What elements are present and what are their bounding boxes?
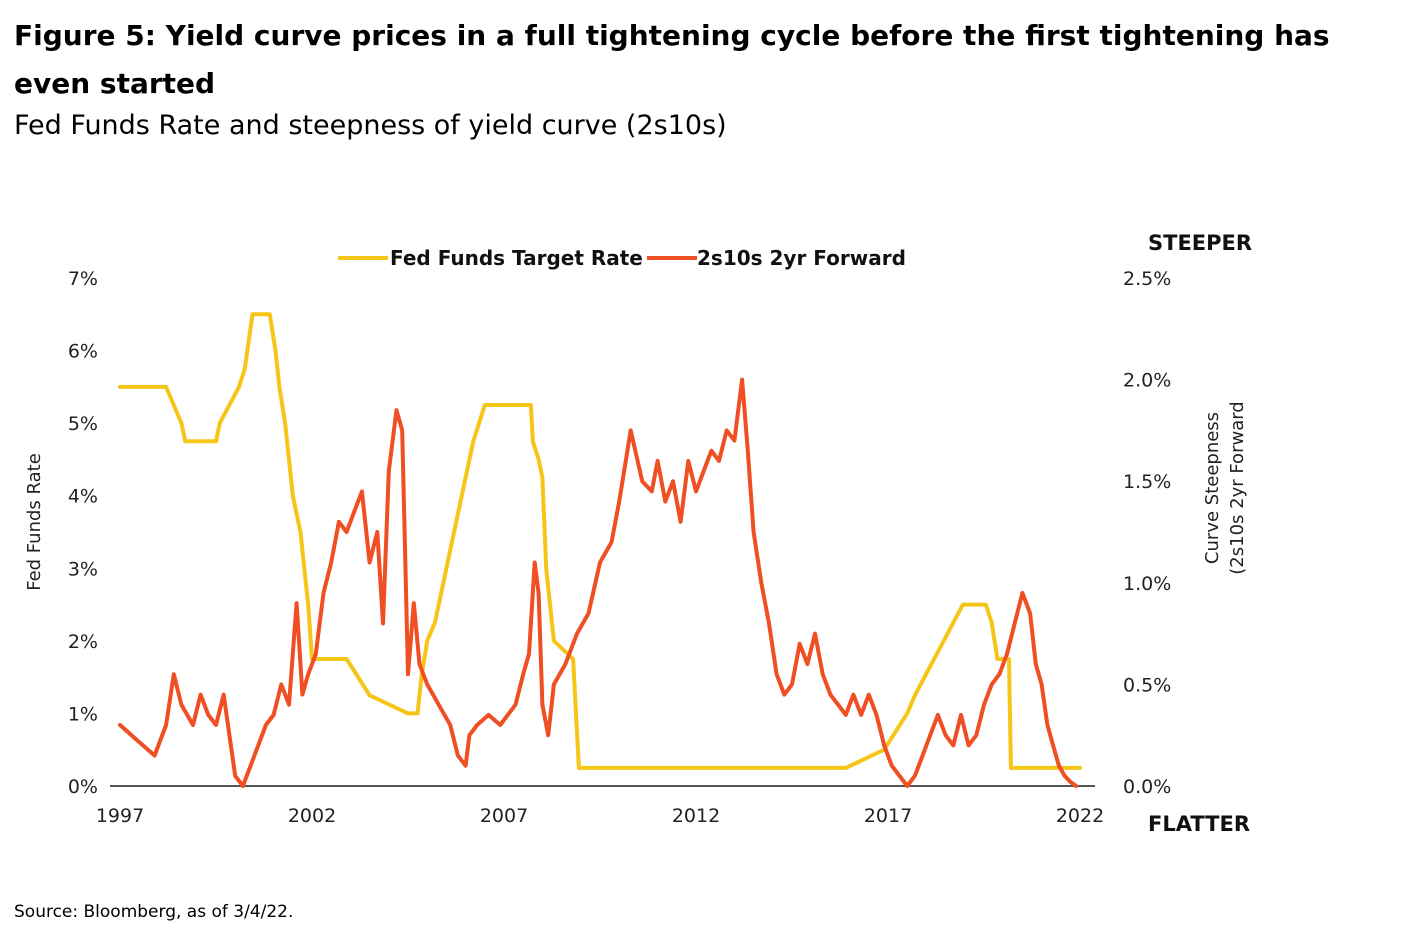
y-left-ticks: 0% 1% 2% 3% 4% 5% 6% 7% [68,268,98,798]
source-note: Source: Bloomberg, as of 3/4/22. [14,902,294,922]
y-left-tick-label: 1% [68,703,98,725]
figure-title: Figure 5: Yield curve prices in a full t… [14,19,1330,100]
series-line-fed-funds [118,312,1082,770]
y-right-axis-label-line2: (2s10s 2yr Forward [1227,401,1248,574]
y-right-tick-label: 2.5% [1123,268,1171,290]
flatter-label: FLATTER [1148,812,1250,836]
y-left-axis-label: Fed Funds Rate [24,453,45,591]
x-tick-label: 2022 [1056,805,1104,827]
x-tick-label: 2002 [288,805,336,827]
y-left-tick-label: 4% [68,486,98,508]
y-left-tick-label: 6% [68,341,98,363]
legend-label-fed-funds: Fed Funds Target Rate [390,246,643,270]
y-right-tick-label: 0.0% [1123,776,1171,798]
legend-label-spread: 2s10s 2yr Forward [697,246,906,270]
x-tick-label: 2012 [672,805,720,827]
y-left-tick-label: 3% [68,558,98,580]
x-tick-label: 1997 [96,805,144,827]
x-tick-label: 2017 [864,805,912,827]
y-right-tick-label: 2.0% [1123,370,1171,392]
series-line-spread [118,377,1079,788]
y-right-tick-label: 1.0% [1123,573,1171,595]
y-left-tick-label: 2% [68,631,98,653]
steeper-label: STEEPER [1148,231,1252,255]
legend: Fed Funds Target Rate 2s10s 2yr Forward [338,246,906,270]
y-right-tick-label: 1.5% [1123,471,1171,493]
y-left-tick-label: 5% [68,413,98,435]
y-right-axis-label-line1: Curve Steepness [1202,412,1223,564]
series-layer [118,312,1082,788]
y-right-tick-label: 0.5% [1123,674,1171,696]
y-left-tick-label: 7% [68,268,98,290]
y-left-tick-label: 0% [68,776,98,798]
figure-subtitle: Fed Funds Rate and steepness of yield cu… [14,110,727,141]
y-right-ticks: 0.0% 0.5% 1.0% 1.5% 2.0% 2.5% [1123,268,1171,798]
x-ticks: 1997 2002 2007 2012 2017 2022 [96,805,1104,827]
x-tick-label: 2007 [480,805,528,827]
